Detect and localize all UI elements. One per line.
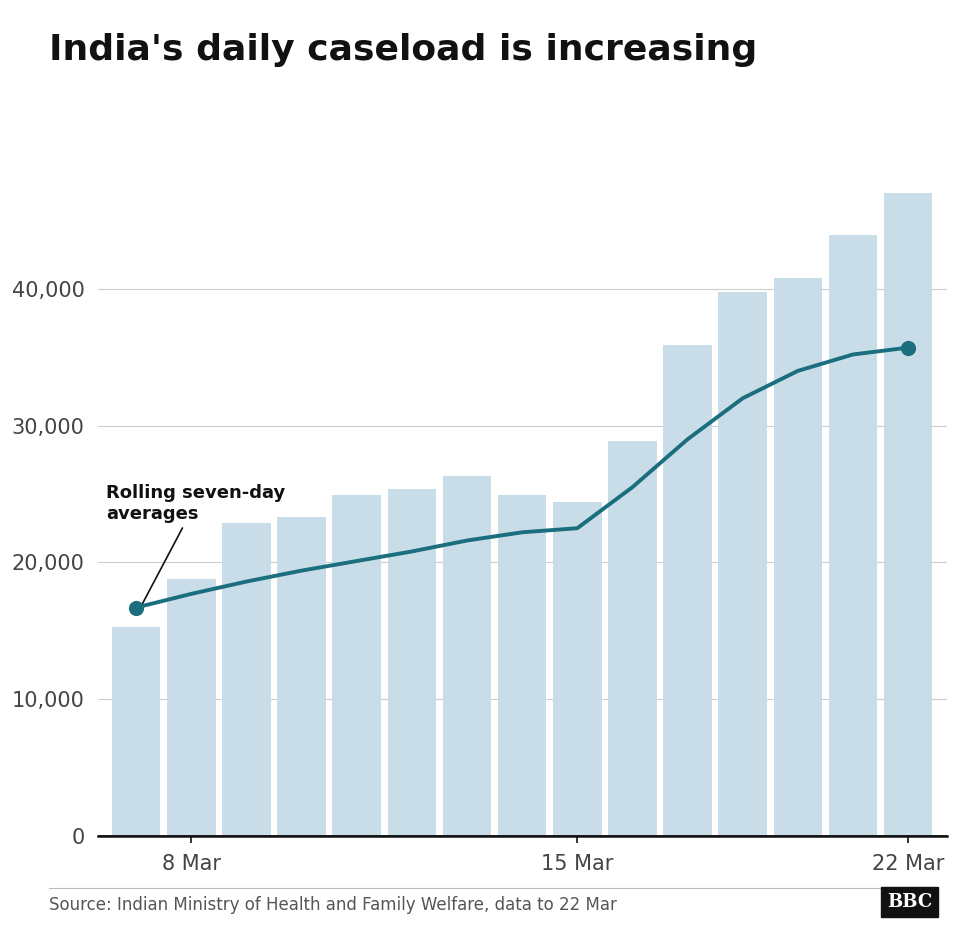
Point: [900, 340, 915, 355]
Bar: [387, 488, 436, 836]
Bar: [112, 627, 160, 836]
Text: India's daily caseload is increasing: India's daily caseload is increasing: [49, 33, 757, 67]
Bar: [443, 476, 491, 836]
Bar: [608, 441, 657, 836]
Bar: [774, 277, 822, 836]
Bar: [553, 503, 601, 836]
Bar: [223, 522, 270, 836]
Text: Rolling seven-day
averages: Rolling seven-day averages: [105, 484, 285, 608]
Bar: [167, 579, 216, 836]
Point: [129, 600, 144, 616]
Text: Source: Indian Ministry of Health and Family Welfare, data to 22 Mar: Source: Indian Ministry of Health and Fa…: [49, 896, 617, 914]
Bar: [718, 292, 767, 836]
Bar: [498, 495, 547, 836]
Bar: [277, 517, 326, 836]
Bar: [664, 345, 712, 836]
Text: BBC: BBC: [887, 893, 932, 911]
Bar: [333, 495, 381, 836]
Bar: [884, 193, 932, 836]
Bar: [829, 236, 877, 836]
